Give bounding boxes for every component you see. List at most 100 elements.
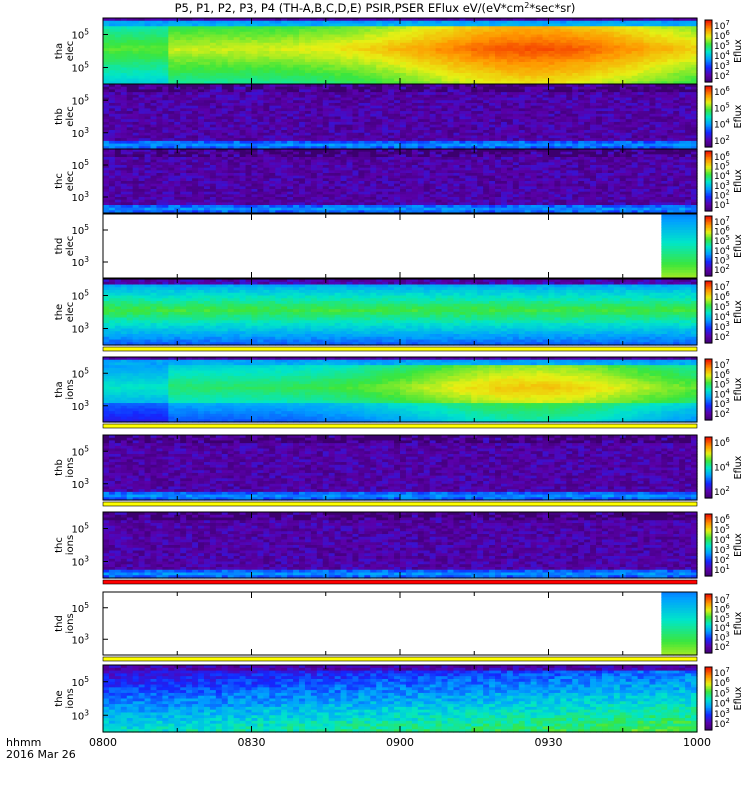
heatmap-cell — [340, 51, 348, 55]
heatmap-cell — [103, 140, 110, 145]
heatmap-cell — [108, 170, 116, 174]
heatmap-cell — [495, 108, 502, 112]
heatmap-cell — [613, 34, 621, 38]
heatmap-cell — [400, 26, 407, 30]
heatmap-cell — [417, 64, 425, 69]
heatmap-cell — [542, 130, 550, 134]
heatmap-cell — [524, 34, 532, 38]
heatmap-cell — [483, 100, 490, 104]
heatmap-cell — [685, 81, 692, 85]
heatmap-cell — [346, 119, 354, 123]
heatmap-cell — [637, 111, 645, 115]
heatmap-cell — [560, 67, 567, 71]
heatmap-cell — [679, 143, 686, 147]
heatmap-cell — [590, 116, 597, 120]
heatmap-cell — [625, 45, 633, 49]
heatmap-cell — [150, 81, 158, 85]
heatmap-cell — [417, 89, 425, 93]
heatmap-cell — [453, 23, 460, 27]
heatmap-cell — [625, 64, 633, 69]
heatmap-cell — [352, 81, 360, 85]
heatmap-cell — [114, 75, 122, 80]
heatmap-cell — [132, 53, 140, 58]
heatmap-cell — [144, 127, 152, 131]
heatmap-cell — [661, 75, 668, 80]
heatmap-cell — [435, 94, 443, 99]
heatmap-cell — [388, 140, 395, 145]
heatmap-cell — [572, 140, 579, 145]
heatmap-cell — [679, 18, 686, 22]
heatmap-cell — [495, 78, 502, 82]
heatmap-cell — [506, 108, 514, 112]
heatmap-cell — [405, 116, 413, 120]
heatmap-cell — [174, 100, 181, 104]
colorbar-segment — [705, 111, 712, 115]
heatmap-cell — [203, 119, 211, 123]
heatmap-cell — [691, 135, 698, 139]
heatmap-cell — [500, 34, 508, 38]
heatmap-cell — [227, 59, 235, 63]
panel-label-probe: thb — [54, 108, 65, 125]
heatmap-cell — [132, 121, 140, 126]
heatmap-cell — [607, 94, 615, 99]
heatmap-cell — [578, 53, 585, 58]
heatmap-cell — [376, 18, 383, 22]
heatmap-cell — [376, 78, 383, 82]
heatmap-cell — [394, 59, 401, 63]
heatmap-cell — [572, 143, 579, 147]
heatmap-cell — [198, 84, 205, 88]
heatmap-cell — [126, 59, 134, 63]
heatmap-cell — [423, 59, 431, 63]
heatmap-cell — [661, 37, 668, 41]
heatmap-cell — [382, 18, 389, 22]
heatmap-cell — [198, 31, 205, 36]
heatmap-cell — [394, 73, 401, 77]
heatmap-cell — [174, 97, 181, 101]
heatmap-cell — [441, 135, 449, 139]
heatmap-cell — [150, 111, 158, 115]
heatmap-cell — [601, 59, 609, 63]
heatmap-cell — [162, 100, 169, 104]
heatmap-cell — [524, 42, 532, 47]
heatmap-cell — [471, 119, 478, 123]
heatmap-cell — [168, 97, 175, 101]
heatmap-cell — [227, 81, 235, 85]
heatmap-cell — [388, 130, 395, 134]
heatmap-cell — [500, 146, 508, 150]
heatmap-cell — [471, 26, 478, 30]
heatmap-cell — [316, 124, 324, 128]
heatmap-cell — [138, 23, 146, 27]
heatmap-cell — [685, 119, 692, 123]
heatmap-cell — [334, 140, 342, 145]
heatmap-cell — [518, 111, 526, 115]
heatmap-cell — [168, 56, 175, 60]
heatmap-cell — [382, 138, 389, 142]
heatmap-cell — [316, 67, 324, 71]
heatmap-cell — [631, 113, 639, 118]
heatmap-cell — [215, 34, 223, 38]
heatmap-cell — [649, 51, 657, 55]
heatmap-cell — [512, 89, 520, 93]
heatmap-cell — [560, 127, 567, 131]
heatmap-cell — [263, 45, 270, 49]
heatmap-cell — [364, 116, 371, 120]
heatmap-cell — [400, 51, 407, 55]
heatmap-cell — [138, 59, 146, 63]
heatmap-cell — [548, 84, 556, 88]
heatmap-cell — [601, 20, 609, 25]
heatmap-cell — [233, 73, 241, 77]
heatmap-cell — [471, 40, 478, 44]
heatmap-cell — [477, 143, 484, 147]
heatmap-cell — [209, 102, 217, 107]
heatmap-cell — [370, 40, 377, 44]
heatmap-cell — [679, 73, 686, 77]
heatmap-cell — [304, 132, 312, 137]
heatmap-cell — [293, 140, 300, 145]
heatmap-cell — [156, 119, 163, 123]
heatmap-cell — [554, 23, 561, 27]
heatmap-cell — [293, 45, 300, 49]
heatmap-cell — [453, 18, 460, 22]
heatmap-cell — [417, 105, 425, 109]
heatmap-cell — [649, 124, 657, 128]
heatmap-cell — [340, 20, 348, 25]
